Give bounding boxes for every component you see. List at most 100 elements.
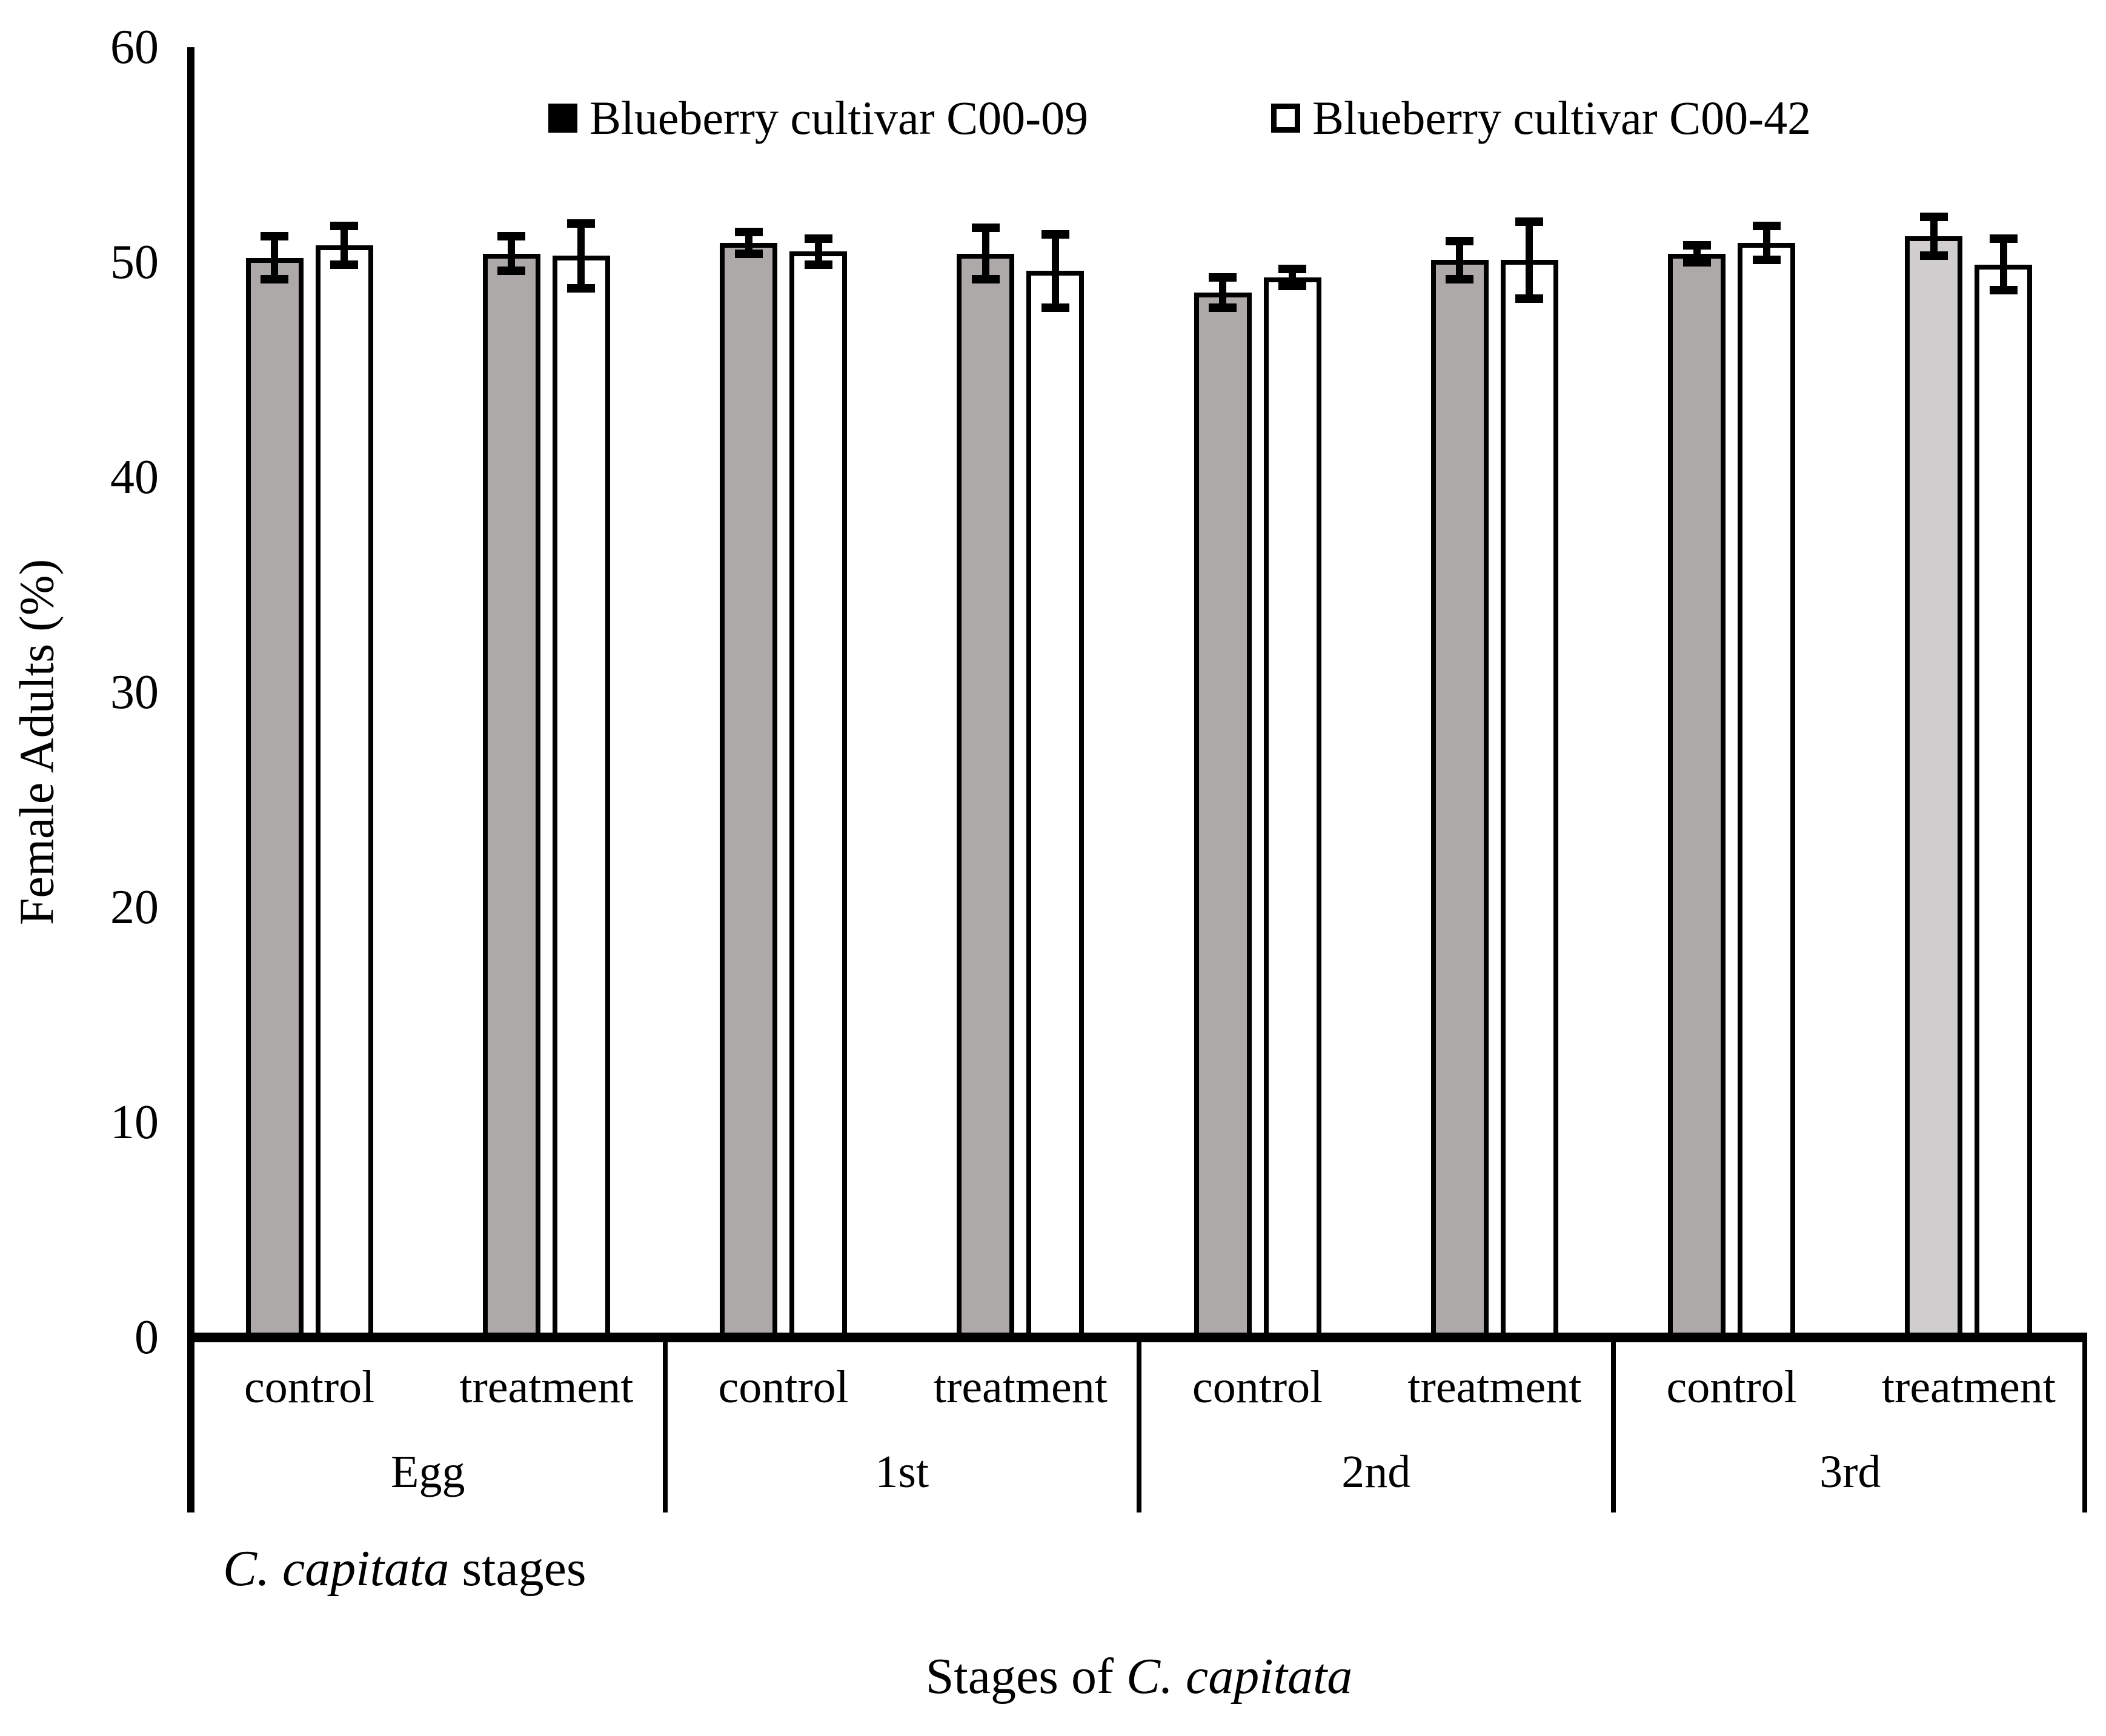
- y-tick-label: 50: [110, 236, 159, 289]
- error-bar-cap-top: [1209, 273, 1237, 282]
- error-bar-cap-bottom: [971, 275, 1000, 284]
- bar: [1738, 243, 1796, 1337]
- error-bar-cap-bottom: [1515, 294, 1544, 303]
- x-axis-title-italic: C. capitata: [1126, 1648, 1353, 1705]
- error-bar-cap-top: [971, 224, 1000, 233]
- error-bar-whisker: [982, 228, 989, 280]
- bar: [552, 256, 610, 1337]
- bar: [315, 245, 373, 1337]
- legend-item-c00-09: Blueberry cultivar C00-09: [548, 94, 1088, 142]
- error-bar-cap-bottom: [1446, 275, 1474, 284]
- y-axis-title: Female Adults (%): [10, 558, 64, 926]
- error-bar-cap-bottom: [1682, 258, 1711, 267]
- bar: [720, 243, 778, 1337]
- error-bar-cap-bottom: [1278, 282, 1307, 291]
- error-bar-cap-bottom: [1752, 256, 1781, 265]
- error-bar-whisker: [1051, 234, 1059, 308]
- error-bar-cap-top: [1989, 234, 2018, 243]
- error-bar-cap-bottom: [497, 267, 526, 276]
- error-bar-cap-bottom: [261, 275, 289, 284]
- error-bar-cap-top: [1041, 230, 1069, 239]
- stages-caption-rest: stages: [449, 1540, 586, 1597]
- x-axis-title: Stages of C. capitata: [191, 1651, 2087, 1702]
- table-right-border: [2082, 1337, 2087, 1512]
- error-bar-cap-top: [1919, 213, 1948, 222]
- bar: [245, 258, 304, 1337]
- error-bar-whisker: [1456, 240, 1464, 280]
- stages-caption-italic: C. capitata: [223, 1540, 450, 1597]
- error-bar-cap-top: [1446, 236, 1474, 245]
- error-bar-cap-bottom: [1209, 303, 1237, 312]
- cluster-label: treatment: [1881, 1362, 2056, 1413]
- bar: [1975, 265, 2033, 1337]
- bar: [789, 251, 848, 1337]
- error-bar-cap-top: [734, 228, 763, 237]
- cluster-label: control: [244, 1362, 375, 1413]
- legend-swatch-outline-icon: [1271, 104, 1300, 133]
- y-tick-label: 0: [135, 1311, 159, 1364]
- stage-label: 1st: [875, 1446, 929, 1497]
- cluster-label: control: [1666, 1362, 1797, 1413]
- error-bar-cap-bottom: [1041, 303, 1069, 312]
- cluster-label: control: [1192, 1362, 1323, 1413]
- table-divider: [662, 1337, 668, 1512]
- error-bar-whisker: [1219, 277, 1227, 308]
- bar: [1668, 254, 1726, 1337]
- bar: [1905, 236, 1963, 1337]
- bar: [1026, 271, 1085, 1337]
- bar: [1500, 260, 1558, 1337]
- error-bar-whisker: [1762, 225, 1770, 260]
- stage-label: 2nd: [1341, 1446, 1411, 1497]
- plot-area: [191, 47, 2087, 1337]
- cluster-label: treatment: [933, 1362, 1108, 1413]
- stage-label: 3rd: [1819, 1446, 1881, 1497]
- y-tick-label: 60: [110, 21, 159, 74]
- bar: [1430, 260, 1489, 1337]
- error-bar-whisker: [1999, 238, 2007, 291]
- error-bar-cap-bottom: [330, 260, 359, 269]
- error-bar-whisker: [1930, 217, 1938, 256]
- cluster-label: control: [718, 1362, 849, 1413]
- bar: [482, 254, 540, 1337]
- y-axis-line: [187, 47, 194, 1512]
- y-tick-label: 20: [110, 881, 159, 934]
- error-bar-cap-top: [567, 219, 596, 228]
- cluster-label: treatment: [1407, 1362, 1582, 1413]
- error-bar-cap-top: [1682, 240, 1711, 250]
- error-bar-whisker: [745, 232, 752, 254]
- bar: [1263, 277, 1321, 1337]
- table-divider: [1610, 1337, 1616, 1512]
- error-bar-whisker: [271, 236, 279, 280]
- cluster-label: treatment: [459, 1362, 634, 1413]
- legend-label-c00-42: Blueberry cultivar C00-42: [1312, 91, 1812, 144]
- error-bar-cap-bottom: [567, 283, 596, 293]
- error-bar-cap-top: [1515, 217, 1544, 226]
- table-divider: [1137, 1337, 1141, 1512]
- error-bar-cap-top: [804, 234, 832, 243]
- error-bar-cap-bottom: [734, 249, 763, 258]
- error-bar-whisker: [508, 236, 516, 271]
- error-bar-cap-bottom: [804, 260, 832, 269]
- legend-swatch-solid-icon: [548, 104, 577, 133]
- bar: [957, 254, 1015, 1337]
- error-bar-whisker: [577, 224, 585, 288]
- stages-caption: C. capitata stages: [223, 1543, 586, 1594]
- legend-item-c00-42: Blueberry cultivar C00-42: [1271, 94, 1811, 142]
- error-bar-whisker: [340, 225, 348, 265]
- x-axis-title-prefix: Stages of: [925, 1648, 1126, 1705]
- error-bar-whisker: [1289, 268, 1297, 287]
- error-bar-cap-bottom: [1989, 286, 2018, 295]
- y-tick-label: 30: [110, 666, 159, 719]
- stage-label: Egg: [391, 1446, 465, 1497]
- error-bar-cap-top: [261, 232, 289, 241]
- y-tick-label: 10: [110, 1096, 159, 1149]
- bar: [1194, 293, 1252, 1337]
- legend-label-c00-09: Blueberry cultivar C00-09: [590, 91, 1089, 144]
- error-bar-cap-top: [1278, 264, 1307, 273]
- error-bar-cap-top: [497, 232, 526, 241]
- error-bar-whisker: [1526, 221, 1533, 299]
- error-bar-cap-bottom: [1919, 251, 1948, 260]
- error-bar-whisker: [814, 238, 822, 265]
- y-tick-label: 40: [110, 451, 159, 504]
